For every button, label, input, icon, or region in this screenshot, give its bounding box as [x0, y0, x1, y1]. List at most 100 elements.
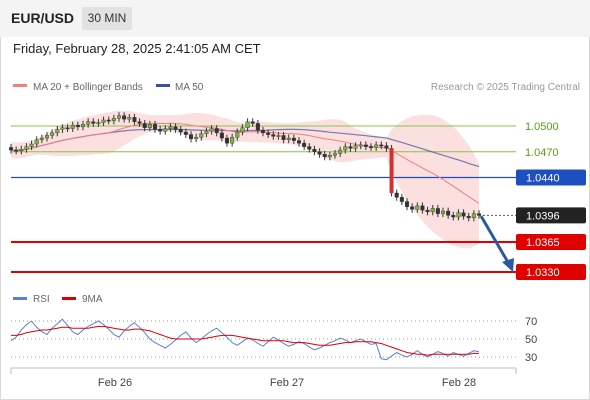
candle-body [111, 118, 116, 122]
candle-body [45, 135, 50, 139]
candle-body [471, 213, 476, 219]
candle-body [214, 128, 219, 134]
candle-body [358, 144, 363, 147]
ma9-legend-label: 9MA [82, 294, 103, 305]
x-tick-feb28: Feb 28 [442, 377, 476, 389]
rsi-legend-swatch [13, 297, 27, 300]
candle-body [297, 140, 302, 144]
candle-body [142, 123, 147, 128]
candle-body [369, 146, 374, 149]
level-label-1-0500: 1.0500 [525, 121, 559, 133]
candle-body [158, 129, 163, 132]
ma20-legend-swatch [13, 84, 27, 87]
candle-body [204, 130, 209, 134]
last-price-tag [516, 207, 586, 224]
candle-body [312, 148, 317, 152]
level-tag-1-0330 [516, 264, 586, 280]
candle-body [199, 133, 204, 138]
candle-body [374, 144, 379, 148]
candle-body [178, 129, 183, 133]
candle-body [250, 121, 255, 124]
rsi-level-label-30: 30 [525, 352, 537, 364]
candle-body [420, 205, 425, 211]
candle-body [261, 130, 266, 134]
candle-body [410, 206, 415, 210]
candle-body [415, 205, 420, 210]
candle-body [348, 146, 353, 149]
chart-datetime: Friday, February 28, 2025 2:41:05 AM CET [13, 41, 261, 56]
candle-body [271, 134, 276, 137]
candle-body [281, 135, 286, 140]
level-tag-1-0440 [516, 169, 586, 186]
candle-body [405, 201, 410, 207]
rsi-level-label-70: 70 [525, 316, 537, 328]
candle-body [399, 197, 404, 202]
candle-body [86, 121, 91, 125]
candle-body [101, 119, 106, 123]
ma50-legend-swatch [156, 84, 170, 87]
candle-body [379, 144, 384, 147]
candle-body [34, 139, 39, 145]
x-tick-feb27: Feb 27 [270, 377, 304, 389]
level-label-1-0470: 1.0470 [525, 147, 559, 159]
candle-body [363, 144, 368, 147]
forecast-arrow-head [502, 258, 514, 272]
rsi-legend-label: RSI [33, 294, 50, 305]
candle-body [209, 128, 214, 132]
candle-body [8, 147, 13, 151]
candle-body [384, 145, 389, 149]
candle-body [230, 136, 235, 144]
candle-body [14, 149, 19, 152]
candle-body [266, 132, 271, 135]
ma20-legend-label: MA 20 + Bollinger Bands [33, 82, 143, 93]
candle-body [224, 137, 229, 144]
candle-body [302, 142, 307, 147]
level-label-1-0330: 1.0330 [526, 267, 560, 279]
candle-body [39, 137, 44, 140]
candle-body [235, 131, 240, 138]
candle-body [307, 146, 312, 150]
candle-body [19, 148, 24, 152]
candle-body [451, 215, 456, 218]
level-label-1-0440: 1.0440 [526, 173, 560, 185]
candle-body [116, 115, 121, 119]
level-label-1-0365: 1.0365 [526, 237, 560, 249]
candle-body [461, 212, 466, 217]
candle-body [291, 137, 296, 141]
candle-body [446, 210, 451, 216]
candle-body [276, 135, 281, 137]
candle-body [29, 143, 34, 147]
candle-body [80, 124, 85, 128]
candle-body [389, 148, 394, 194]
candle-body [430, 208, 435, 213]
candle-body [122, 115, 127, 120]
candle-body [163, 128, 168, 132]
candle-body [75, 124, 80, 128]
research-credit: Research © 2025 Trading Central [431, 82, 580, 93]
candle-body [353, 145, 358, 149]
candle-body [188, 134, 193, 140]
candle-body [394, 192, 399, 198]
candle-body [173, 126, 178, 130]
candle-body [70, 124, 75, 129]
candle-body [255, 123, 260, 131]
candle-body [24, 146, 29, 150]
candle-body [91, 121, 96, 124]
candle-body [152, 124, 157, 130]
rsi-ma9-line [11, 325, 479, 356]
x-tick-feb26: Feb 26 [98, 377, 132, 389]
ma9-legend-swatch [62, 297, 76, 300]
candle-body [96, 122, 101, 124]
candle-body [245, 121, 250, 128]
timeframe-button[interactable]: 30 MIN [82, 7, 132, 30]
candle-body [333, 153, 338, 156]
candle-body [147, 124, 152, 128]
candle-body [127, 117, 132, 120]
candle-body [477, 213, 482, 216]
candle-body [435, 208, 440, 214]
candle-body [183, 131, 188, 135]
candle-body [240, 127, 245, 133]
candle-body [456, 212, 461, 218]
candle-body [317, 151, 322, 155]
